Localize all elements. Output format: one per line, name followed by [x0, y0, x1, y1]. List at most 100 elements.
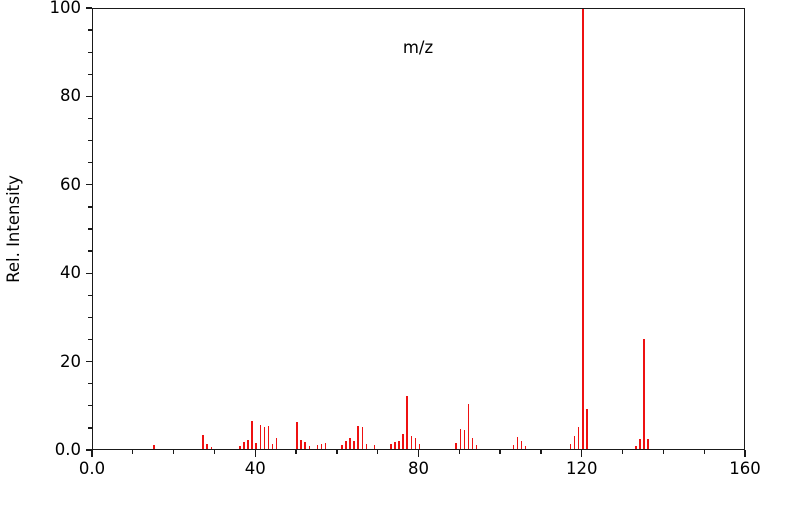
peak-bar	[202, 434, 204, 449]
y-tick-minor	[88, 117, 92, 120]
peak-bar	[304, 441, 307, 449]
peak-bar	[206, 444, 209, 449]
peak-bar	[308, 445, 311, 449]
x-tick-minor	[377, 450, 379, 454]
x-tick-minor	[662, 450, 665, 454]
x-tick-label: 0.0	[78, 459, 106, 478]
y-tick-label: 20	[60, 351, 81, 371]
peak-bar	[463, 429, 466, 449]
peak-bar	[581, 9, 584, 449]
y-tick-label: 60	[60, 174, 81, 194]
peak-bar	[296, 422, 298, 449]
peak-bar	[569, 444, 572, 449]
peak-bar	[402, 433, 404, 449]
peak-bar	[267, 426, 270, 449]
y-tick-major	[85, 449, 92, 451]
x-tick-label: 120	[566, 459, 598, 478]
peak-bar	[573, 435, 576, 449]
x-tick-minor	[213, 450, 216, 454]
peak-bar	[345, 441, 347, 449]
peak-bar	[316, 445, 319, 449]
y-tick-minor	[88, 405, 92, 407]
peak-bar	[324, 443, 327, 449]
y-tick-major	[85, 95, 92, 98]
y-axis-title: Rel. Intensity	[4, 175, 23, 283]
peak-bar	[635, 445, 637, 449]
peak-bar	[414, 437, 417, 449]
peak-bar	[320, 444, 323, 449]
x-axis: 0.0 40 80 120 160	[0, 450, 799, 516]
peak-bar	[243, 441, 245, 449]
peak-bar	[524, 446, 527, 449]
peak-bar	[275, 438, 278, 449]
x-tick-minor	[621, 450, 624, 454]
peak-bar	[353, 441, 355, 449]
peak-bar	[153, 445, 155, 449]
peak-bar	[390, 444, 392, 449]
peak-bar	[459, 429, 462, 449]
peak-bar	[643, 338, 645, 449]
peak-bar	[418, 444, 421, 449]
y-tick-minor	[88, 294, 92, 296]
peak-bar	[398, 440, 400, 449]
peak-bar	[365, 444, 368, 449]
y-axis: 0.0 20 40 60 80 100	[0, 0, 92, 516]
y-tick-major	[85, 272, 92, 274]
peak-bar	[300, 440, 302, 449]
y-tick-minor	[88, 206, 92, 208]
plot-area	[92, 8, 745, 450]
peak-bar	[639, 439, 641, 449]
peak-bar	[361, 427, 364, 449]
y-tick-minor	[88, 73, 92, 75]
y-tick-label: 0.0	[54, 440, 81, 459]
peak-bar	[357, 425, 360, 449]
peak-bar	[210, 446, 213, 449]
x-tick-label: 40	[244, 459, 266, 478]
x-tick-major	[744, 450, 746, 457]
peak-bar	[251, 421, 253, 449]
peak-bar	[247, 440, 249, 449]
y-tick-minor	[88, 316, 92, 319]
x-tick-minor	[458, 450, 460, 454]
y-tick-minor	[88, 250, 92, 252]
x-tick-minor	[540, 450, 542, 454]
peak-bar	[410, 436, 413, 449]
peak-bar	[647, 439, 649, 449]
y-tick-major	[85, 7, 92, 9]
y-tick-minor	[88, 383, 92, 385]
peak-bar	[577, 427, 580, 449]
x-tick-major	[417, 450, 420, 457]
y-tick-minor	[88, 338, 92, 341]
x-tick-major	[254, 450, 256, 457]
peak-bar	[271, 443, 274, 449]
peak-bar	[394, 442, 396, 449]
peak-bar	[512, 444, 515, 449]
peak-bar	[471, 438, 474, 449]
peak-bar	[349, 437, 351, 449]
x-tick-major	[91, 450, 93, 457]
peak-bar	[239, 446, 241, 449]
x-tick-minor	[132, 450, 134, 454]
peak-bar	[259, 424, 262, 449]
x-tick-label: 80	[408, 459, 429, 478]
y-tick-label: 40	[60, 263, 81, 283]
peak-bar	[406, 395, 409, 449]
peak-bar	[467, 403, 470, 449]
y-tick-label: 80	[60, 86, 81, 106]
peak-bar	[520, 440, 523, 449]
y-tick-minor	[88, 162, 92, 164]
spectrum-peaks	[93, 9, 744, 449]
x-tick-minor	[336, 450, 338, 454]
y-tick-label: 100	[49, 0, 82, 17]
x-tick-minor	[499, 450, 501, 454]
peak-bar	[455, 443, 458, 449]
y-tick-minor	[88, 51, 92, 53]
y-tick-major	[85, 360, 92, 363]
x-tick-label: 160	[729, 459, 761, 478]
y-tick-minor	[88, 29, 92, 31]
peak-bar	[516, 436, 519, 449]
y-tick-minor	[88, 427, 92, 429]
peak-bar	[373, 445, 376, 449]
peak-bar	[263, 427, 266, 449]
